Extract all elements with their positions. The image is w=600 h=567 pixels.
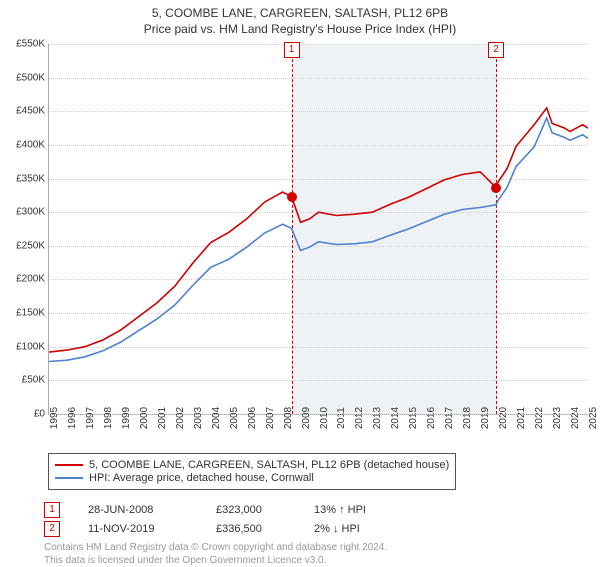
footer-line-2: This data is licensed under the Open Gov… xyxy=(44,554,590,567)
event-date: 11-NOV-2019 xyxy=(88,523,188,535)
y-axis-label: £300K xyxy=(16,207,45,218)
chart-title: 5, COOMBE LANE, CARGREEN, SALTASH, PL12 … xyxy=(0,6,600,20)
series-line xyxy=(49,118,588,362)
y-axis-label: £250K xyxy=(16,240,45,251)
event-pct: 13% ↑ HPI xyxy=(314,504,384,516)
legend-swatch xyxy=(55,477,83,479)
page: 5, COOMBE LANE, CARGREEN, SALTASH, PL12 … xyxy=(0,6,600,566)
event-table-row: 1 28-JUN-2008 £323,000 13% ↑ HPI xyxy=(44,502,590,518)
chart-plot-area: £0£50K£100K£150K£200K£250K£300K£350K£400… xyxy=(48,44,588,415)
y-axis-label: £0 xyxy=(34,409,45,420)
event-pct: 2% ↓ HPI xyxy=(314,523,384,535)
gridline-h xyxy=(49,414,588,415)
legend-label: HPI: Average price, detached house, Corn… xyxy=(89,472,314,484)
chart-subtitle: Price paid vs. HM Land Registry's House … xyxy=(0,22,600,36)
y-axis-label: £200K xyxy=(16,274,45,285)
event-price: £323,000 xyxy=(216,504,286,516)
legend: 5, COOMBE LANE, CARGREEN, SALTASH, PL12 … xyxy=(48,453,456,490)
event-index-badge: 2 xyxy=(44,521,60,537)
event-index-badge: 1 xyxy=(44,502,60,518)
series-line xyxy=(49,108,588,352)
y-axis-label: £150K xyxy=(16,308,45,319)
y-axis-label: £500K xyxy=(16,72,45,83)
y-axis-label: £450K xyxy=(16,106,45,117)
footer-line-1: Contains HM Land Registry data © Crown c… xyxy=(44,541,590,554)
event-marker-dot xyxy=(287,192,297,202)
legend-label: 5, COOMBE LANE, CARGREEN, SALTASH, PL12 … xyxy=(89,459,449,471)
legend-row: HPI: Average price, detached house, Corn… xyxy=(55,472,449,484)
chart-lines-svg xyxy=(49,44,588,414)
y-axis-label: £400K xyxy=(16,139,45,150)
x-axis-label: 2025 xyxy=(588,407,599,429)
legend-row: 5, COOMBE LANE, CARGREEN, SALTASH, PL12 … xyxy=(55,459,449,471)
footer: Contains HM Land Registry data © Crown c… xyxy=(44,541,590,567)
event-marker-box: 2 xyxy=(488,42,504,58)
event-marker-dot xyxy=(491,183,501,193)
y-axis-label: £350K xyxy=(16,173,45,184)
y-axis-label: £100K xyxy=(16,341,45,352)
event-table: 1 28-JUN-2008 £323,000 13% ↑ HPI 2 11-NOV-201… xyxy=(44,502,590,537)
legend-swatch xyxy=(55,464,83,466)
y-axis-label: £50K xyxy=(22,375,45,386)
event-table-row: 2 11-NOV-2019 £336,500 2% ↓ HPI xyxy=(44,521,590,537)
event-date: 28-JUN-2008 xyxy=(88,504,188,516)
event-marker-box: 1 xyxy=(284,42,300,58)
y-axis-label: £550K xyxy=(16,39,45,50)
event-price: £336,500 xyxy=(216,523,286,535)
